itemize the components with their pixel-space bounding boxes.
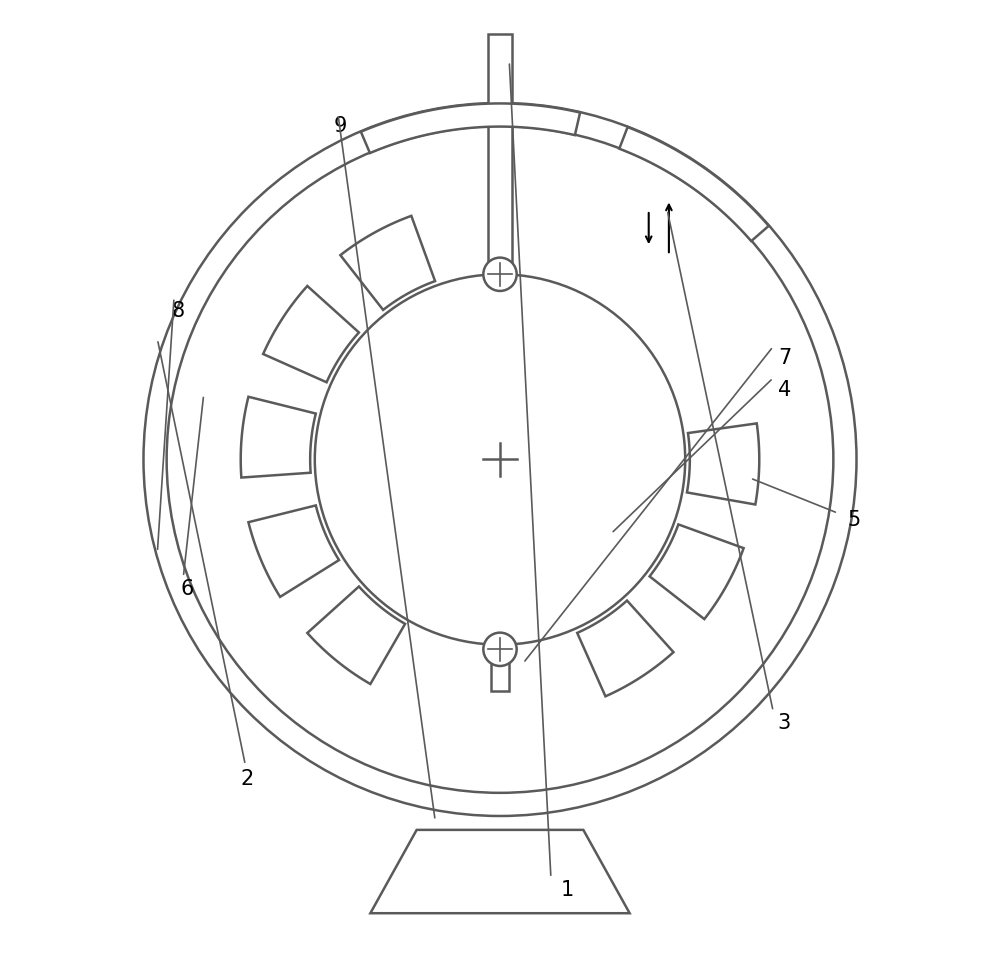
Polygon shape: [650, 525, 744, 619]
Text: 9: 9: [333, 116, 347, 136]
Text: 4: 4: [778, 380, 791, 400]
Text: 6: 6: [181, 579, 194, 599]
Circle shape: [483, 633, 517, 666]
Polygon shape: [370, 830, 630, 913]
Polygon shape: [619, 127, 769, 241]
Text: 2: 2: [241, 769, 254, 789]
Circle shape: [483, 257, 517, 291]
Bar: [488, 33, 512, 279]
Polygon shape: [248, 506, 339, 597]
Text: 1: 1: [560, 880, 573, 900]
Polygon shape: [361, 103, 580, 153]
Polygon shape: [340, 216, 435, 310]
Text: 3: 3: [778, 713, 791, 733]
Polygon shape: [241, 397, 316, 478]
Text: 8: 8: [171, 301, 184, 321]
Polygon shape: [263, 286, 359, 382]
Bar: [491, 649, 509, 691]
Text: 5: 5: [847, 510, 860, 530]
Polygon shape: [577, 600, 673, 696]
Polygon shape: [687, 424, 759, 505]
Polygon shape: [307, 586, 405, 684]
Text: 7: 7: [778, 348, 791, 368]
